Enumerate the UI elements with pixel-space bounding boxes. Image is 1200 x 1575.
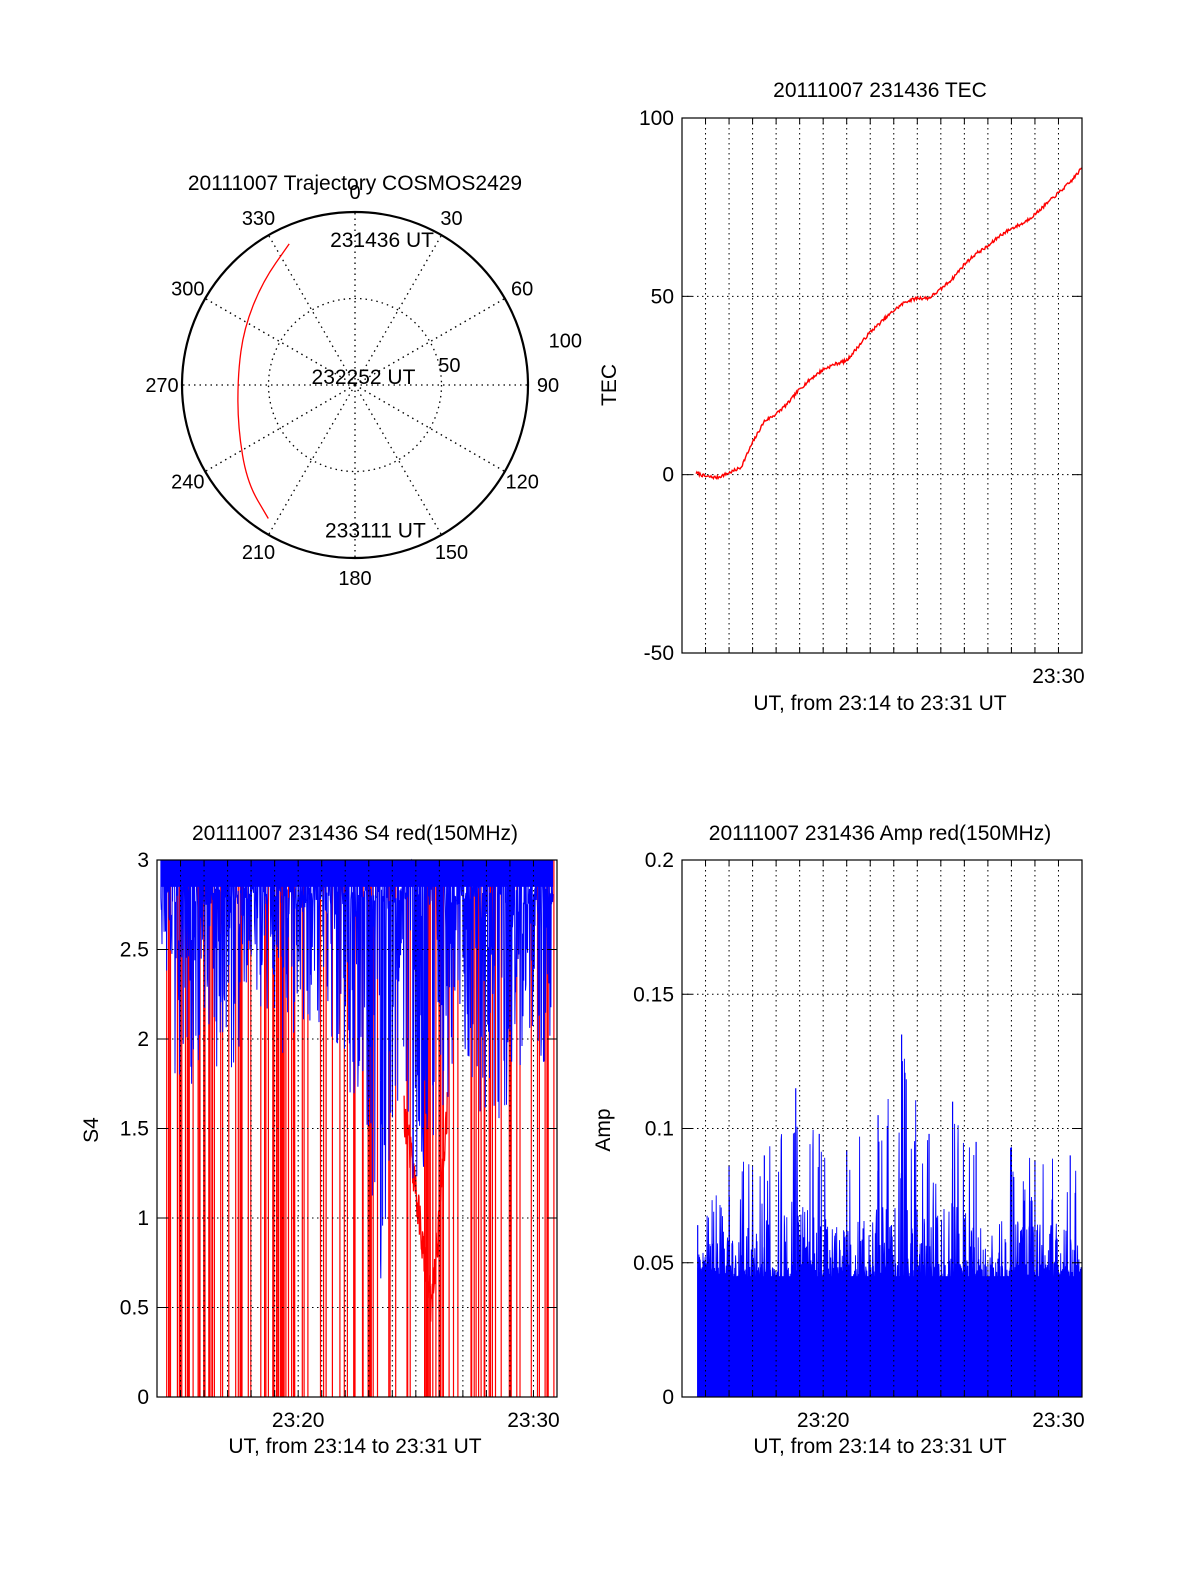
y-tick-label: 1.5 — [120, 1118, 149, 1141]
tec-ylabel: TEC — [598, 364, 621, 406]
s4-title: 20111007 231436 S4 red(150MHz) — [192, 822, 518, 845]
polar-azimuth-label: 180 — [338, 568, 371, 590]
polar-radial-label: 100 — [549, 330, 582, 352]
y-tick-label: 2.5 — [120, 939, 149, 962]
polar-spoke-gridline — [354, 384, 506, 473]
trajectory-time-label: 231436 UT — [330, 229, 434, 252]
polar-azimuth-label: 0 — [349, 182, 360, 204]
trajectory-polar-plot: 20111007 Trajectory COSMOS2429 0 30 60 90 12… — [145, 172, 582, 590]
y-tick-label: 0 — [662, 464, 674, 487]
trajectory-time-label: 232252 UT — [312, 366, 416, 389]
polar-spoke-gridline — [267, 234, 356, 386]
amp-spikes — [697, 1058, 1083, 1398]
trajectory-line — [237, 243, 290, 519]
amp-axes: 0 0.05 0.1 0.15 0.2 23:20 23:30 — [633, 849, 1085, 1432]
x-tick-label: 23:30 — [1032, 1409, 1085, 1432]
y-tick-label: 50 — [651, 285, 674, 308]
polar-grid — [180, 210, 530, 560]
y-tick-label: -50 — [644, 642, 674, 665]
y-tick-label: 3 — [137, 849, 149, 872]
polar-azimuth-label: 120 — [505, 472, 538, 494]
tec-axes: -50 0 50 100 23:30 — [639, 107, 1085, 688]
polar-spoke-gridline — [354, 384, 443, 536]
polar-spoke-gridline — [204, 384, 356, 473]
polar-spoke-gridline — [267, 384, 356, 536]
x-tick-label: 23:30 — [1032, 665, 1085, 688]
s4-axes: 0 0.5 1 1.5 2 2.5 3 23:20 23:30 — [120, 849, 560, 1432]
y-tick-label: 0.1 — [645, 1118, 674, 1141]
trajectory-title: 20111007 Trajectory COSMOS2429 — [188, 172, 522, 195]
trajectory-time-label: 233111 UT — [325, 519, 426, 542]
tec-grid — [682, 118, 1082, 653]
polar-azimuth-label: 90 — [537, 375, 559, 397]
polar-outer-circle — [180, 210, 530, 560]
y-tick-label: 100 — [639, 107, 674, 130]
tec-xlabel: UT, from 23:14 to 23:31 UT — [753, 692, 1006, 715]
s4-plot: 20111007 231436 S4 red(150MHz) 0 0.5 1 1.5 2… — [80, 822, 560, 1458]
tec-series — [695, 167, 1083, 481]
y-tick-label: 0 — [662, 1386, 674, 1409]
polar-azimuth-label: 30 — [440, 208, 462, 230]
tec-line — [695, 167, 1083, 481]
s4-xlabel: UT, from 23:14 to 23:31 UT — [228, 1435, 481, 1458]
amp-series — [697, 1034, 1083, 1398]
x-tick-label: 23:20 — [797, 1409, 850, 1432]
polar-azimuth-label: 240 — [171, 472, 204, 494]
plot-frame — [681, 117, 1083, 654]
y-tick-label: 2 — [137, 1028, 149, 1051]
amp-xlabel: UT, from 23:14 to 23:31 UT — [753, 1435, 1006, 1458]
s4-series — [160, 858, 555, 1397]
y-tick-label: 0.05 — [633, 1252, 674, 1275]
s4-ylabel: S4 — [80, 1117, 103, 1143]
polar-radial-gridline — [267, 297, 443, 473]
y-tick-label: 0.15 — [633, 983, 674, 1006]
s4-blue-cap — [160, 860, 554, 887]
polar-spoke-gridline — [354, 234, 443, 386]
polar-azimuth-label: 150 — [435, 542, 468, 564]
polar-annotations: 231436 UT 232252 UT 233111 UT — [312, 229, 435, 543]
y-tick-label: 0.2 — [645, 849, 674, 872]
polar-azimuth-label: 330 — [242, 208, 275, 230]
y-tick-label: 0.5 — [120, 1297, 149, 1320]
y-tick-label: 0 — [137, 1386, 149, 1409]
amp-ylabel: Amp — [592, 1108, 615, 1151]
amp-grid — [682, 860, 1082, 1397]
y-tick-label: 1 — [137, 1207, 149, 1230]
polar-radial-label: 50 — [438, 355, 460, 377]
s4-blue-line — [160, 858, 554, 1279]
x-tick-label: 23:30 — [507, 1409, 560, 1432]
polar-spoke-gridline — [354, 297, 506, 386]
s4-red-dip — [403, 1092, 448, 1322]
polar-azimuth-label: 270 — [145, 375, 178, 397]
s4-grid — [157, 860, 557, 1397]
tec-title: 20111007 231436 TEC — [773, 79, 987, 102]
polar-spoke-gridline — [204, 297, 356, 386]
tec-plot: 20111007 231436 TEC -50 0 50 100 23:30 UT, f… — [598, 79, 1085, 715]
polar-azimuth-label: 210 — [242, 542, 275, 564]
polar-azimuth-label: 300 — [171, 279, 204, 301]
polar-tick-labels: 0 30 60 90 120 150 180 210 240 270 300 330 50 100 — [145, 182, 582, 590]
x-tick-label: 23:20 — [272, 1409, 325, 1432]
amp-plot: 20111007 231436 Amp red(150MHz) 0 0.05 0.1… — [592, 822, 1085, 1458]
amp-title: 20111007 231436 Amp red(150MHz) — [709, 822, 1051, 845]
polar-trajectory-series — [237, 243, 290, 519]
polar-azimuth-label: 60 — [511, 279, 533, 301]
